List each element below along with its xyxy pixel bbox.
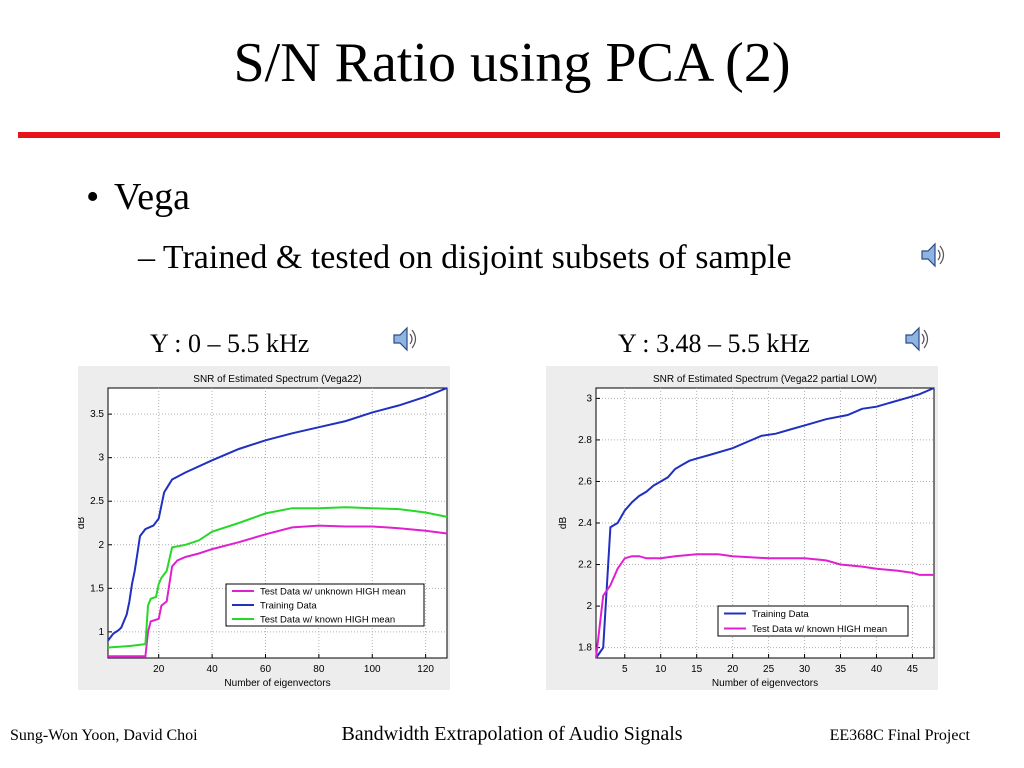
y-axis-label: dB: [78, 517, 87, 530]
x-tick-label: 10: [655, 664, 667, 675]
series-line: [595, 553, 934, 659]
series-line: [108, 524, 448, 658]
legend-box: [225, 583, 425, 627]
y-tick-label: 3: [586, 393, 592, 404]
sub-bullet-text: – Trained & tested on disjoint subsets o…: [138, 239, 792, 276]
bullet-text: Vega: [114, 176, 190, 218]
x-tick-label: 20: [153, 664, 165, 675]
y-tick-label: 2.2: [578, 560, 592, 571]
y-tick-label: 2: [586, 601, 592, 612]
y-tick-label: 2: [98, 540, 104, 551]
x-tick-label: 30: [799, 664, 811, 675]
bullet-dot: •: [86, 176, 100, 218]
legend-box: [717, 605, 909, 637]
speaker-icon[interactable]: [390, 324, 420, 354]
footer-authors: Sung-Won Yoon, David Choi: [10, 727, 198, 744]
y-axis-label: dB: [558, 517, 569, 530]
footer-title: Bandwidth Extrapolation of Audio Signals: [341, 723, 683, 745]
x-tick-label: 20: [727, 664, 739, 675]
x-axis-label: Number of eigenvectors: [224, 678, 330, 689]
speaker-icon[interactable]: [918, 240, 948, 270]
title-divider: [18, 132, 1000, 138]
y-tick-label: 1.5: [90, 583, 104, 594]
legend-entry: Test Data w/ known HIGH mean: [752, 624, 887, 635]
y-tick-label: 2.4: [578, 518, 592, 529]
slide-title: S/N Ratio using PCA (2): [233, 32, 791, 94]
x-tick-label: 80: [313, 664, 325, 675]
chart-title: SNR of Estimated Spectrum (Vega22 partia…: [653, 374, 877, 385]
x-tick-label: 40: [871, 664, 883, 675]
footer-course: EE368C Final Project: [829, 727, 970, 744]
y-tick-label: 3: [98, 453, 104, 464]
x-tick-label: 100: [364, 664, 381, 675]
left-plot-label: Y : 0 – 5.5 kHz: [150, 329, 310, 358]
right-plot-label: Y : 3.48 – 5.5 kHz: [618, 329, 810, 358]
chart-title: SNR of Estimated Spectrum (Vega22): [193, 374, 361, 385]
legend-entry: Training Data: [752, 609, 809, 620]
y-tick-label: 1: [98, 627, 104, 638]
x-tick-label: 120: [417, 664, 434, 675]
x-tick-label: 25: [763, 664, 775, 675]
y-tick-label: 3.5: [90, 409, 104, 420]
speaker-icon[interactable]: [902, 324, 932, 354]
x-tick-label: 35: [835, 664, 847, 675]
y-tick-label: 1.8: [578, 643, 592, 654]
legend-entry: Test Data w/ unknown HIGH mean: [260, 587, 406, 598]
right-snr-chart: 5 10 15 20 25 30 35 40 45 1.8 2 2.2 2.4 2.6 2.8 3 SNR of…: [546, 366, 938, 690]
legend-entry: Training Data: [260, 601, 317, 612]
x-tick-label: 45: [907, 664, 919, 675]
x-tick-label: 40: [207, 664, 219, 675]
x-axis-label: Number of eigenvectors: [712, 678, 818, 689]
series-line: [595, 387, 935, 659]
y-tick-label: 2.6: [578, 476, 592, 487]
legend-entry: Test Data w/ known HIGH mean: [260, 615, 395, 626]
left-snr-chart: 20 40 60 80 100 120 1 1.5 2 2.5 3 3.5 SNR of Estimat…: [78, 366, 450, 690]
x-tick-label: 60: [260, 664, 272, 675]
x-tick-label: 15: [691, 664, 703, 675]
y-tick-label: 2.5: [90, 496, 104, 507]
series-line: [107, 506, 448, 649]
bullet-item: • Vega: [86, 172, 190, 222]
x-tick-label: 5: [622, 664, 628, 675]
y-tick-label: 2.8: [578, 435, 592, 446]
series-line: [107, 387, 448, 642]
